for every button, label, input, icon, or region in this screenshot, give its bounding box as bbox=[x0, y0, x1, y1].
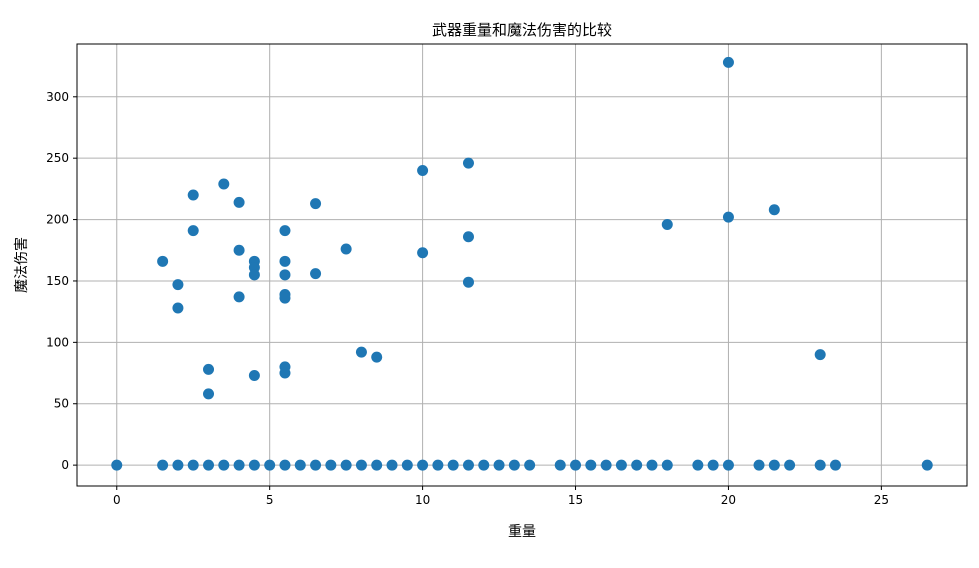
x-tick-label: 15 bbox=[568, 493, 583, 507]
data-point bbox=[493, 459, 505, 471]
data-point bbox=[371, 459, 383, 471]
data-point bbox=[172, 302, 184, 314]
data-point bbox=[157, 459, 169, 471]
y-tick-label: 150 bbox=[46, 274, 69, 288]
data-point bbox=[203, 459, 215, 471]
data-point bbox=[187, 189, 199, 201]
data-point bbox=[325, 459, 337, 471]
data-point bbox=[386, 459, 398, 471]
data-point bbox=[631, 459, 643, 471]
data-point bbox=[585, 459, 597, 471]
data-point bbox=[829, 459, 841, 471]
data-point bbox=[768, 204, 780, 216]
data-point bbox=[233, 196, 245, 208]
data-point bbox=[401, 459, 413, 471]
x-axis-label: 重量 bbox=[508, 524, 536, 540]
data-point bbox=[187, 225, 199, 237]
x-tick-label: 20 bbox=[721, 493, 736, 507]
data-point bbox=[371, 351, 383, 363]
data-point bbox=[248, 459, 260, 471]
data-point bbox=[462, 231, 474, 243]
data-point bbox=[294, 459, 306, 471]
chart-title: 武器重量和魔法伤害的比较 bbox=[432, 21, 612, 39]
data-point bbox=[233, 291, 245, 303]
data-point bbox=[508, 459, 520, 471]
data-point bbox=[417, 247, 429, 259]
data-point bbox=[279, 292, 291, 304]
plot-frame bbox=[76, 43, 968, 487]
data-point bbox=[462, 459, 474, 471]
data-point bbox=[524, 459, 536, 471]
y-axis-label: 魔法伤害 bbox=[14, 237, 30, 293]
data-point bbox=[692, 459, 704, 471]
data-point bbox=[187, 459, 199, 471]
data-point bbox=[722, 56, 734, 68]
data-point bbox=[814, 349, 826, 361]
data-point bbox=[417, 164, 429, 176]
data-points bbox=[111, 56, 933, 471]
data-point bbox=[661, 218, 673, 230]
data-point bbox=[279, 255, 291, 267]
data-point bbox=[218, 459, 230, 471]
data-point bbox=[646, 459, 658, 471]
data-point bbox=[172, 459, 184, 471]
data-point bbox=[478, 459, 490, 471]
data-point bbox=[570, 459, 582, 471]
x-tick-label: 10 bbox=[415, 493, 430, 507]
data-point bbox=[157, 255, 169, 267]
data-point bbox=[355, 346, 367, 358]
data-point bbox=[233, 459, 245, 471]
grid bbox=[77, 44, 967, 486]
data-point bbox=[203, 363, 215, 375]
data-point bbox=[111, 459, 123, 471]
data-point bbox=[447, 459, 459, 471]
data-point bbox=[462, 276, 474, 288]
data-point bbox=[554, 459, 566, 471]
data-point bbox=[310, 198, 322, 210]
data-point bbox=[218, 178, 230, 190]
data-point bbox=[661, 459, 673, 471]
data-point bbox=[417, 459, 429, 471]
data-point bbox=[340, 243, 352, 255]
y-tick-label: 100 bbox=[46, 335, 69, 349]
data-point bbox=[921, 459, 933, 471]
data-point bbox=[310, 268, 322, 280]
data-point bbox=[279, 225, 291, 237]
data-point bbox=[248, 269, 260, 281]
data-point bbox=[203, 388, 215, 400]
data-point bbox=[355, 459, 367, 471]
data-point bbox=[279, 367, 291, 379]
data-point bbox=[722, 211, 734, 223]
data-point bbox=[264, 459, 276, 471]
y-tick-label: 200 bbox=[46, 213, 69, 227]
y-tick-label: 0 bbox=[61, 458, 69, 472]
data-point bbox=[172, 279, 184, 291]
data-point bbox=[722, 459, 734, 471]
data-point bbox=[340, 459, 352, 471]
data-point bbox=[279, 269, 291, 281]
y-tick-label: 250 bbox=[46, 151, 69, 165]
data-point bbox=[615, 459, 627, 471]
data-point bbox=[279, 459, 291, 471]
data-point bbox=[707, 459, 719, 471]
x-tick-label: 25 bbox=[874, 493, 889, 507]
x-tick-label: 5 bbox=[266, 493, 274, 507]
y-tick-label: 300 bbox=[46, 90, 69, 104]
x-tick-label: 0 bbox=[113, 493, 121, 507]
data-point bbox=[432, 459, 444, 471]
data-point bbox=[768, 459, 780, 471]
data-point bbox=[784, 459, 796, 471]
y-tick-label: 50 bbox=[54, 397, 69, 411]
data-point bbox=[248, 370, 260, 381]
data-point bbox=[462, 157, 474, 169]
data-point bbox=[233, 244, 245, 256]
data-point bbox=[310, 459, 322, 471]
data-point bbox=[814, 459, 826, 471]
data-point bbox=[753, 459, 765, 471]
data-point bbox=[600, 459, 612, 471]
